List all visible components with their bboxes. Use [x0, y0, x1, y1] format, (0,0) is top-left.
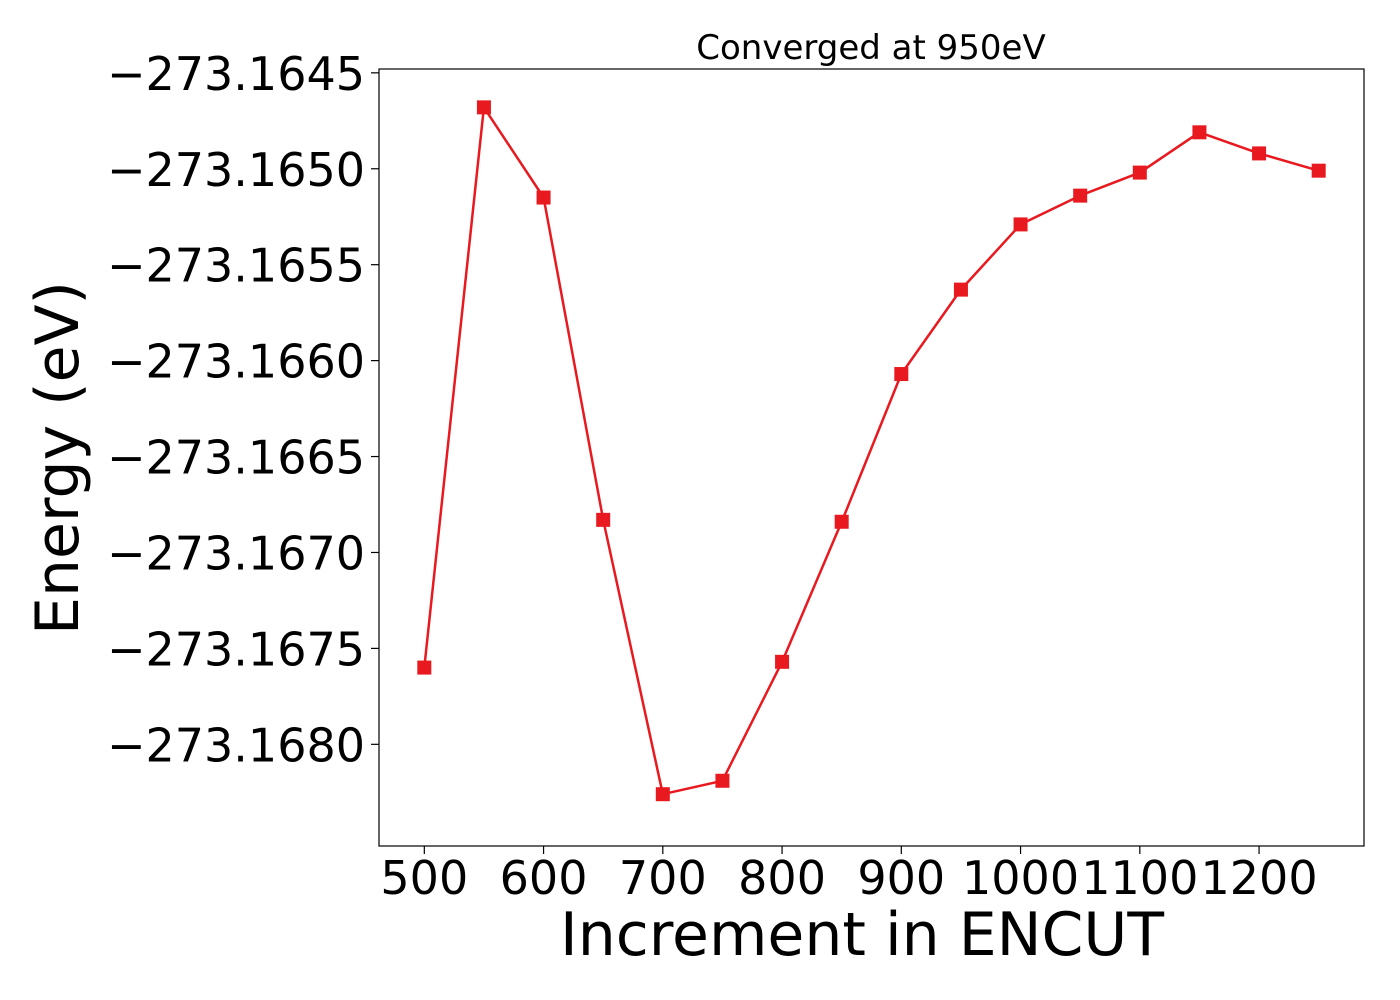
y-tick-label: −273.1645 — [107, 47, 365, 101]
data-point — [536, 190, 551, 205]
data-point — [655, 787, 670, 802]
data-point — [1013, 217, 1028, 232]
y-tick-label: −273.1680 — [107, 718, 365, 772]
data-point — [1132, 165, 1147, 180]
x-tick-label: 500 — [380, 851, 468, 905]
y-tick-label: −273.1655 — [107, 239, 365, 293]
data-point — [775, 654, 790, 669]
plot-area: 500 600 700 800 900 1000 1100 1200 −273.1645 −273… — [107, 47, 1365, 905]
data-point — [1311, 163, 1326, 178]
data-point — [1252, 146, 1267, 161]
x-tick-label: 1100 — [1081, 851, 1198, 905]
chart-title: Converged at 950eV — [696, 28, 1045, 68]
y-tick-label: −273.1650 — [107, 143, 365, 197]
x-tick-label: 1200 — [1201, 851, 1318, 905]
x-tick-label: 1000 — [962, 851, 1079, 905]
x-tick-label: 600 — [500, 851, 588, 905]
plot-frame — [378, 68, 1365, 847]
y-tick-label: −273.1660 — [107, 335, 365, 389]
y-axis-label: Energy (eV) — [23, 281, 93, 635]
y-tick-label: −273.1675 — [107, 622, 365, 676]
data-point — [1073, 188, 1088, 203]
x-tick-label: 800 — [738, 851, 826, 905]
data-point — [417, 660, 432, 675]
x-tick-label: 700 — [619, 851, 707, 905]
y-tick-label: −273.1665 — [107, 431, 365, 485]
data-point — [476, 100, 491, 115]
data-point — [715, 773, 730, 788]
x-tick-label: 900 — [857, 851, 945, 905]
data-point — [894, 367, 909, 382]
data-point — [953, 282, 968, 297]
series-line — [423, 106, 1320, 796]
data-point — [1192, 125, 1207, 140]
data-point — [834, 514, 849, 529]
y-tick-label: −273.1670 — [107, 526, 365, 580]
x-axis-label: Increment in ENCUT — [560, 900, 1164, 970]
data-point — [596, 512, 611, 527]
